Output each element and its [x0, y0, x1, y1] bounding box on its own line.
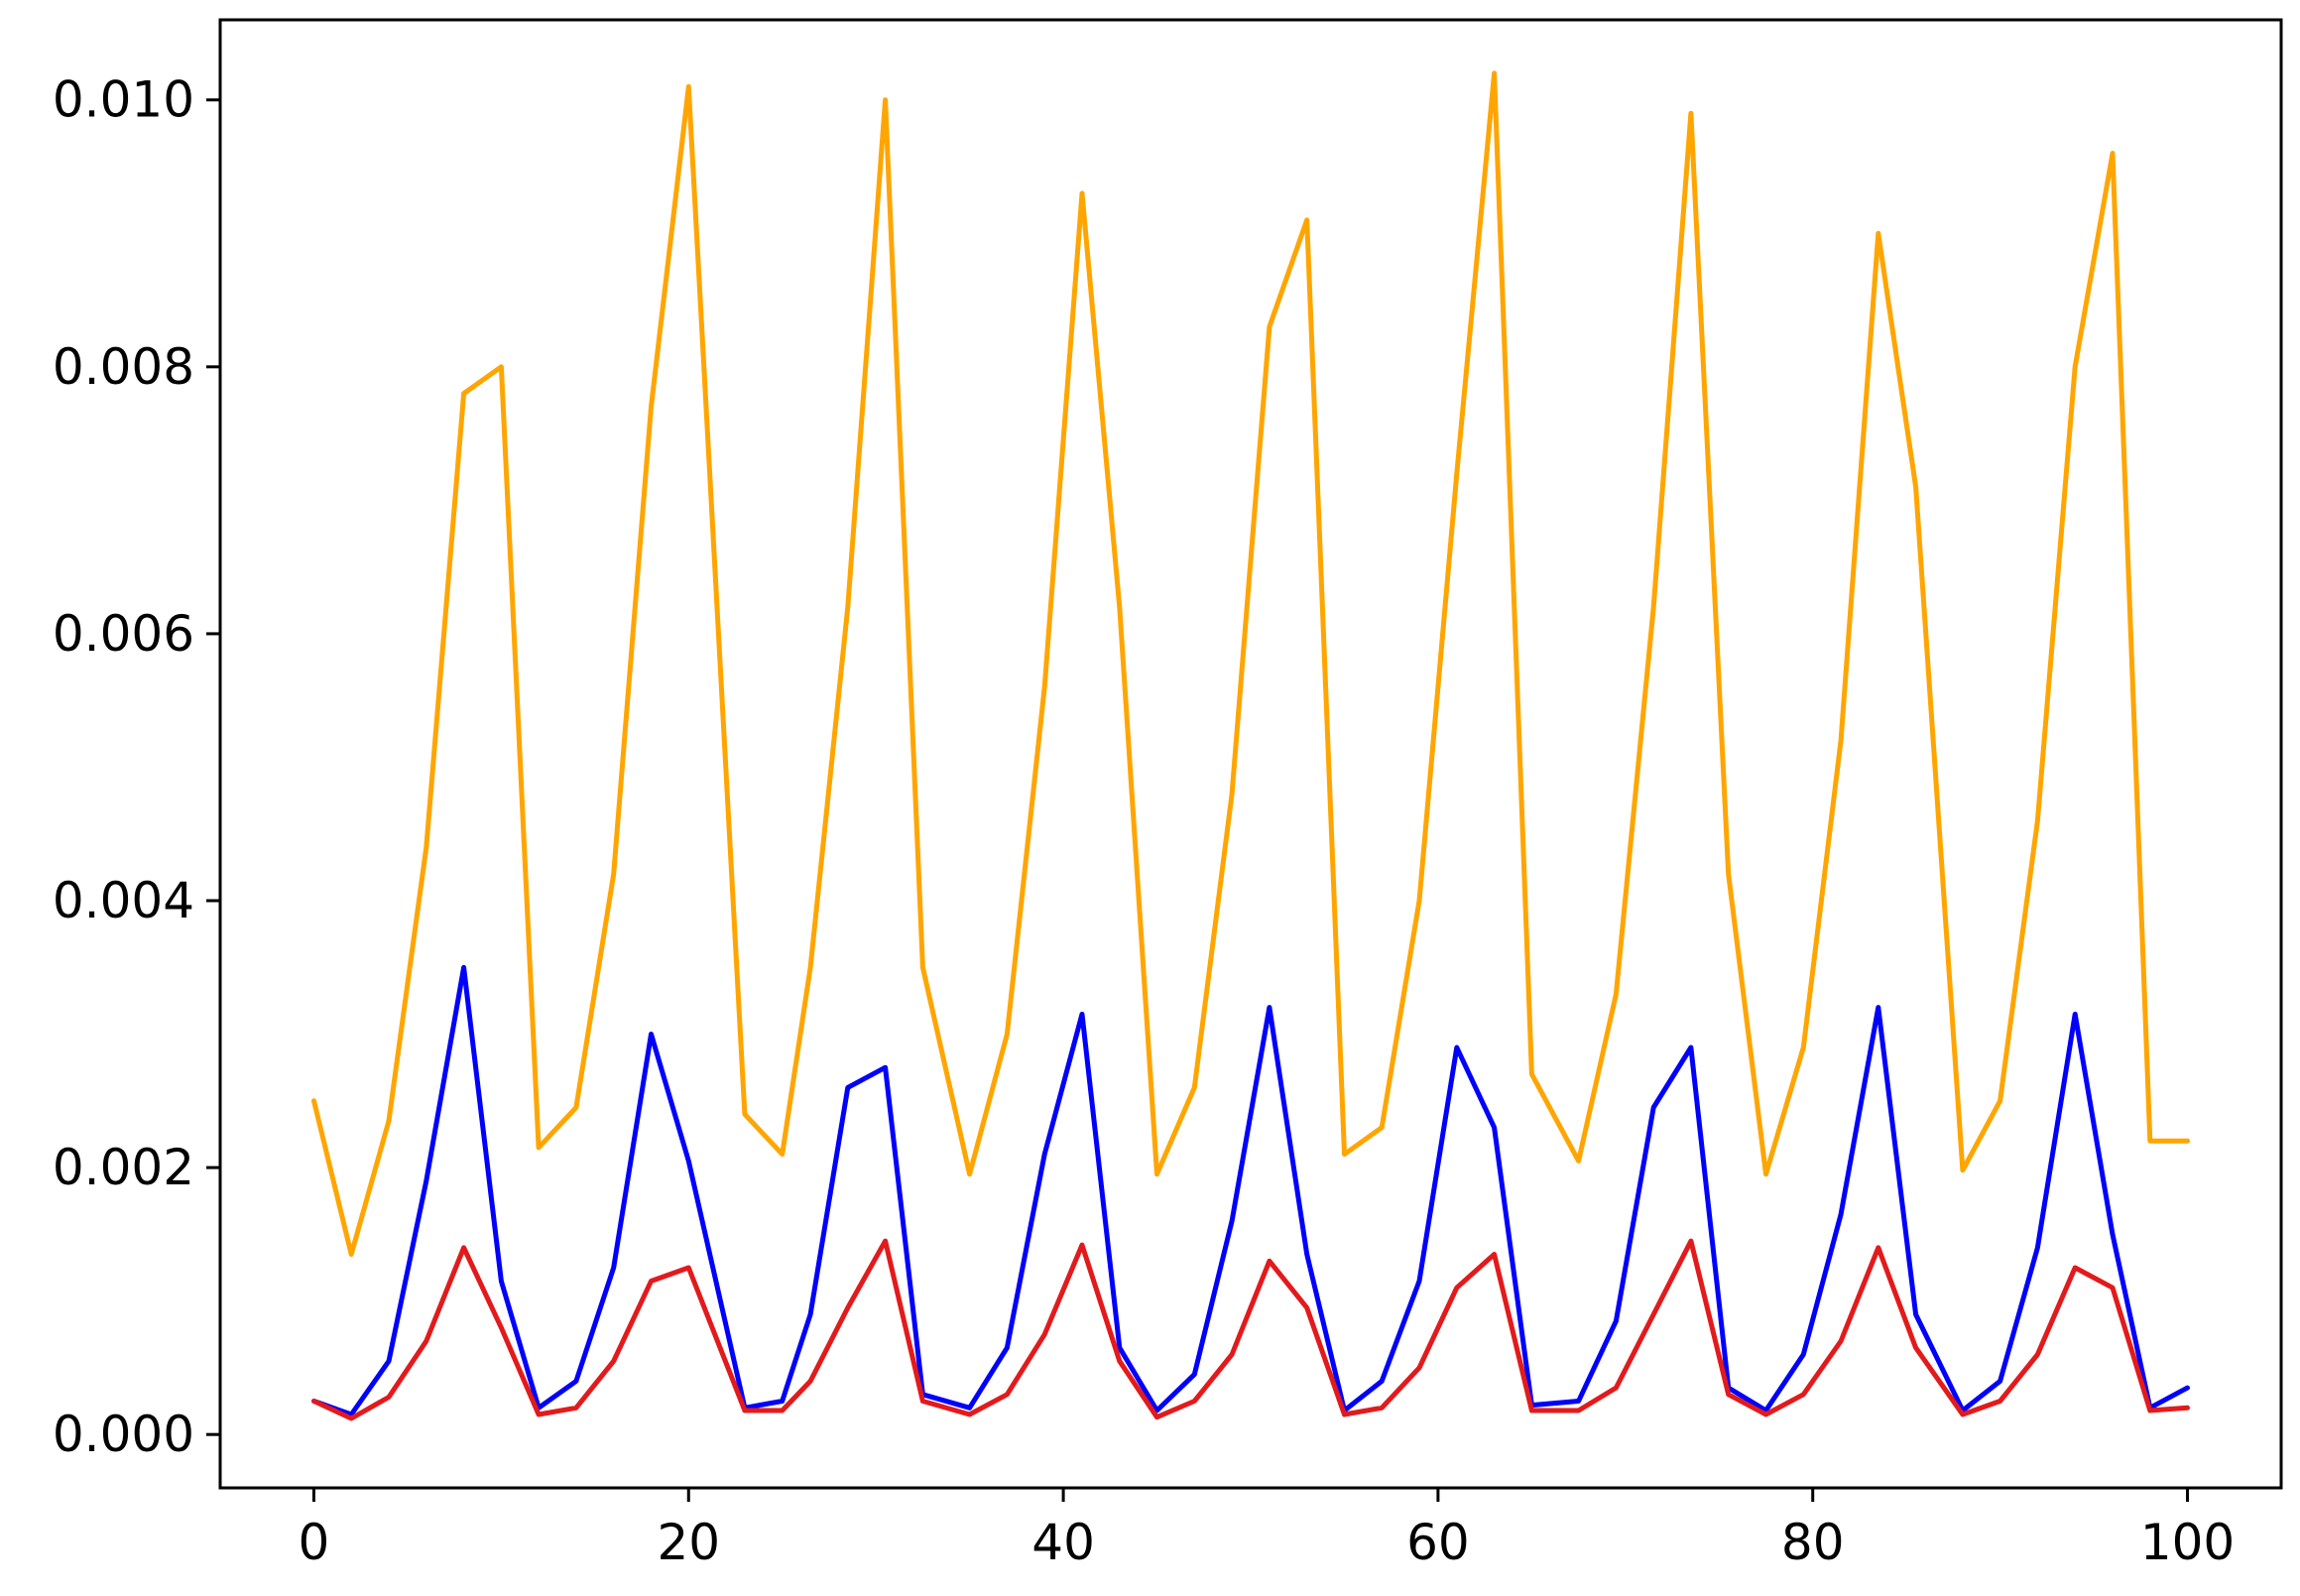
- series-line-3: [311, 1238, 2190, 1421]
- y-tick-label: 0.004: [53, 872, 194, 929]
- x-tick-label: 100: [2140, 1514, 2235, 1571]
- y-tick-label: 0.000: [53, 1406, 194, 1463]
- series-line-2: [311, 964, 2190, 1417]
- x-tick-label: 40: [1031, 1514, 1095, 1571]
- plot-frame: [218, 18, 2283, 1490]
- x-tick-label: 0: [299, 1514, 330, 1571]
- y-tick-label: 0.010: [53, 71, 194, 129]
- y-tick-label: 0.002: [53, 1139, 194, 1196]
- series-line-1: [311, 70, 2190, 1257]
- y-tick-label: 0.006: [53, 605, 194, 663]
- y-axis: 0.000 0.002 0.004 0.006 0.008 0.010: [53, 71, 220, 1463]
- series-layer: [311, 70, 2190, 1421]
- y-tick-label: 0.008: [53, 338, 194, 396]
- x-tick-label: 20: [657, 1514, 720, 1571]
- x-tick-label: 80: [1781, 1514, 1845, 1571]
- x-axis: 0 20 40 60 80 100: [299, 1488, 2235, 1571]
- x-tick-label: 60: [1406, 1514, 1470, 1571]
